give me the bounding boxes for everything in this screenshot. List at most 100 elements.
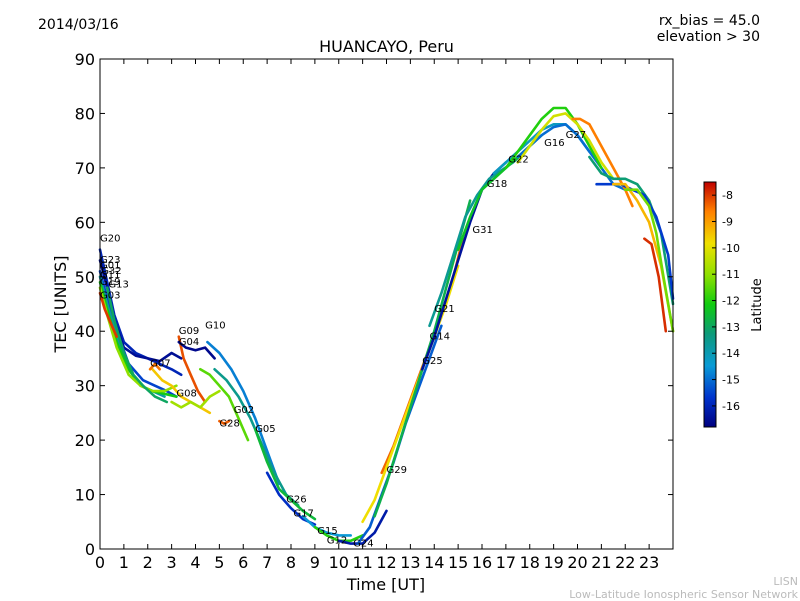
y-tick-label: 30 xyxy=(75,377,95,396)
colorbar-tick-label: -8 xyxy=(722,189,733,202)
x-axis-label: Time [UT] xyxy=(346,575,425,594)
colorbar-tick-label: -13 xyxy=(722,321,740,334)
satellite-label: G07 xyxy=(150,359,170,370)
satellite-label: G26 xyxy=(286,495,306,506)
x-tick-label: 13 xyxy=(400,553,420,572)
satellite-label: G16 xyxy=(544,138,564,149)
satellite-label: G05 xyxy=(255,424,275,435)
x-tick-label: 20 xyxy=(567,553,587,572)
series-G24 xyxy=(337,509,388,545)
satellite-label: G31 xyxy=(472,225,492,236)
x-tick-label: 11 xyxy=(352,553,372,572)
y-tick-label: 90 xyxy=(75,50,95,69)
y-tick-label: 80 xyxy=(75,104,95,123)
x-tick-label: 22 xyxy=(615,553,635,572)
series-G03 xyxy=(98,291,118,339)
x-tick-label: 21 xyxy=(591,553,611,572)
satellite-label: G17 xyxy=(293,508,313,519)
colorbar-tick-label: -9 xyxy=(722,216,733,229)
satellite-label: G01 xyxy=(100,261,120,272)
x-tick-label: 17 xyxy=(496,553,516,572)
x-tick-label: 14 xyxy=(424,553,444,572)
x-tick-label: 12 xyxy=(376,553,396,572)
rx-bias-label: rx_bias = 45.0 xyxy=(658,13,760,29)
series-G26 xyxy=(253,427,317,521)
x-tick-label: 0 xyxy=(95,553,105,572)
satellite-label: G21 xyxy=(434,304,454,315)
y-tick-label: 60 xyxy=(75,213,95,232)
colorbar-label: Latitude xyxy=(750,278,765,332)
series-G13 xyxy=(105,286,169,404)
y-tick-label: 0 xyxy=(85,540,95,559)
satellite-label: G20 xyxy=(100,233,120,244)
colorbar-tick-label: -12 xyxy=(722,295,740,308)
footer-network: Low-Latitude Ionospheric Sensor Network xyxy=(569,588,798,601)
series-G34 xyxy=(516,112,615,181)
colorbar-tick-label: -16 xyxy=(722,400,740,413)
x-tick-label: 8 xyxy=(286,553,296,572)
satellite-label: G18 xyxy=(487,179,507,190)
satellite-label: G23 xyxy=(100,255,120,266)
series-G15 xyxy=(301,514,353,537)
satellite-label: G27 xyxy=(566,130,586,141)
y-axis-label: TEC [UNITS] xyxy=(51,256,70,354)
satellite-label: G13 xyxy=(108,280,128,291)
chart-title: HUANCAYO, Peru xyxy=(319,37,454,56)
x-tick-label: 4 xyxy=(190,553,200,572)
satellite-label: G14 xyxy=(430,331,450,342)
satellite-label: G02 xyxy=(234,405,254,416)
satellite-label: G22 xyxy=(508,154,528,165)
colorbar-tick-label: -11 xyxy=(722,268,740,281)
y-tick-label: 20 xyxy=(75,431,95,450)
series-G40 xyxy=(623,188,675,333)
colorbar-tick-label: -10 xyxy=(722,242,740,255)
series-G02 xyxy=(199,367,250,442)
colorbar-tick-label: -15 xyxy=(722,374,740,387)
x-tick-label: 23 xyxy=(639,553,659,572)
date-label: 2014/03/16 xyxy=(38,17,119,33)
x-tick-label: 18 xyxy=(520,553,540,572)
y-tick-label: 70 xyxy=(75,159,95,178)
x-tick-label: 7 xyxy=(262,553,272,572)
satellite-label: G19 xyxy=(100,277,120,288)
x-tick-label: 9 xyxy=(310,553,320,572)
x-tick-label: 6 xyxy=(238,553,248,572)
elevation-label: elevation > 30 xyxy=(656,29,760,45)
satellite-label: G10 xyxy=(205,321,225,332)
satellite-label: G15 xyxy=(317,526,337,537)
series-G08 xyxy=(170,389,221,409)
series-G22 xyxy=(456,133,544,251)
satellite-label: G32 xyxy=(101,266,121,277)
satellite-label: G04 xyxy=(179,337,199,348)
y-tick-label: 40 xyxy=(75,322,95,341)
footer-lisn: LISN xyxy=(773,575,798,588)
x-tick-label: 10 xyxy=(329,553,349,572)
satellite-label: G11 xyxy=(100,270,120,281)
series-G07 xyxy=(148,362,161,371)
satellite-label: G29 xyxy=(387,465,407,476)
y-tick-label: 50 xyxy=(75,268,95,287)
satellite-label: G12 xyxy=(327,536,347,547)
x-tick-label: 3 xyxy=(167,553,177,572)
x-tick-label: 19 xyxy=(543,553,563,572)
satellite-label: G08 xyxy=(176,389,196,400)
x-tick-label: 15 xyxy=(448,553,468,572)
series-G09 xyxy=(177,335,207,404)
series-G05 xyxy=(206,340,281,486)
x-tick-label: 1 xyxy=(119,553,129,572)
y-tick-label: 10 xyxy=(75,486,95,505)
x-tick-label: 16 xyxy=(472,553,492,572)
series-G33 xyxy=(504,106,603,170)
satellite-label: G24 xyxy=(353,538,373,549)
satellite-label: G28 xyxy=(219,419,239,430)
satellite-label: G25 xyxy=(422,356,442,367)
colorbar-tick-label: -14 xyxy=(722,347,740,360)
series-G39 xyxy=(643,237,668,333)
series-G06 xyxy=(213,367,300,507)
x-tick-label: 2 xyxy=(143,553,153,572)
colorbar xyxy=(703,181,717,428)
x-tick-label: 5 xyxy=(214,553,224,572)
series-G10 xyxy=(177,340,216,360)
series-G28 xyxy=(218,419,231,426)
